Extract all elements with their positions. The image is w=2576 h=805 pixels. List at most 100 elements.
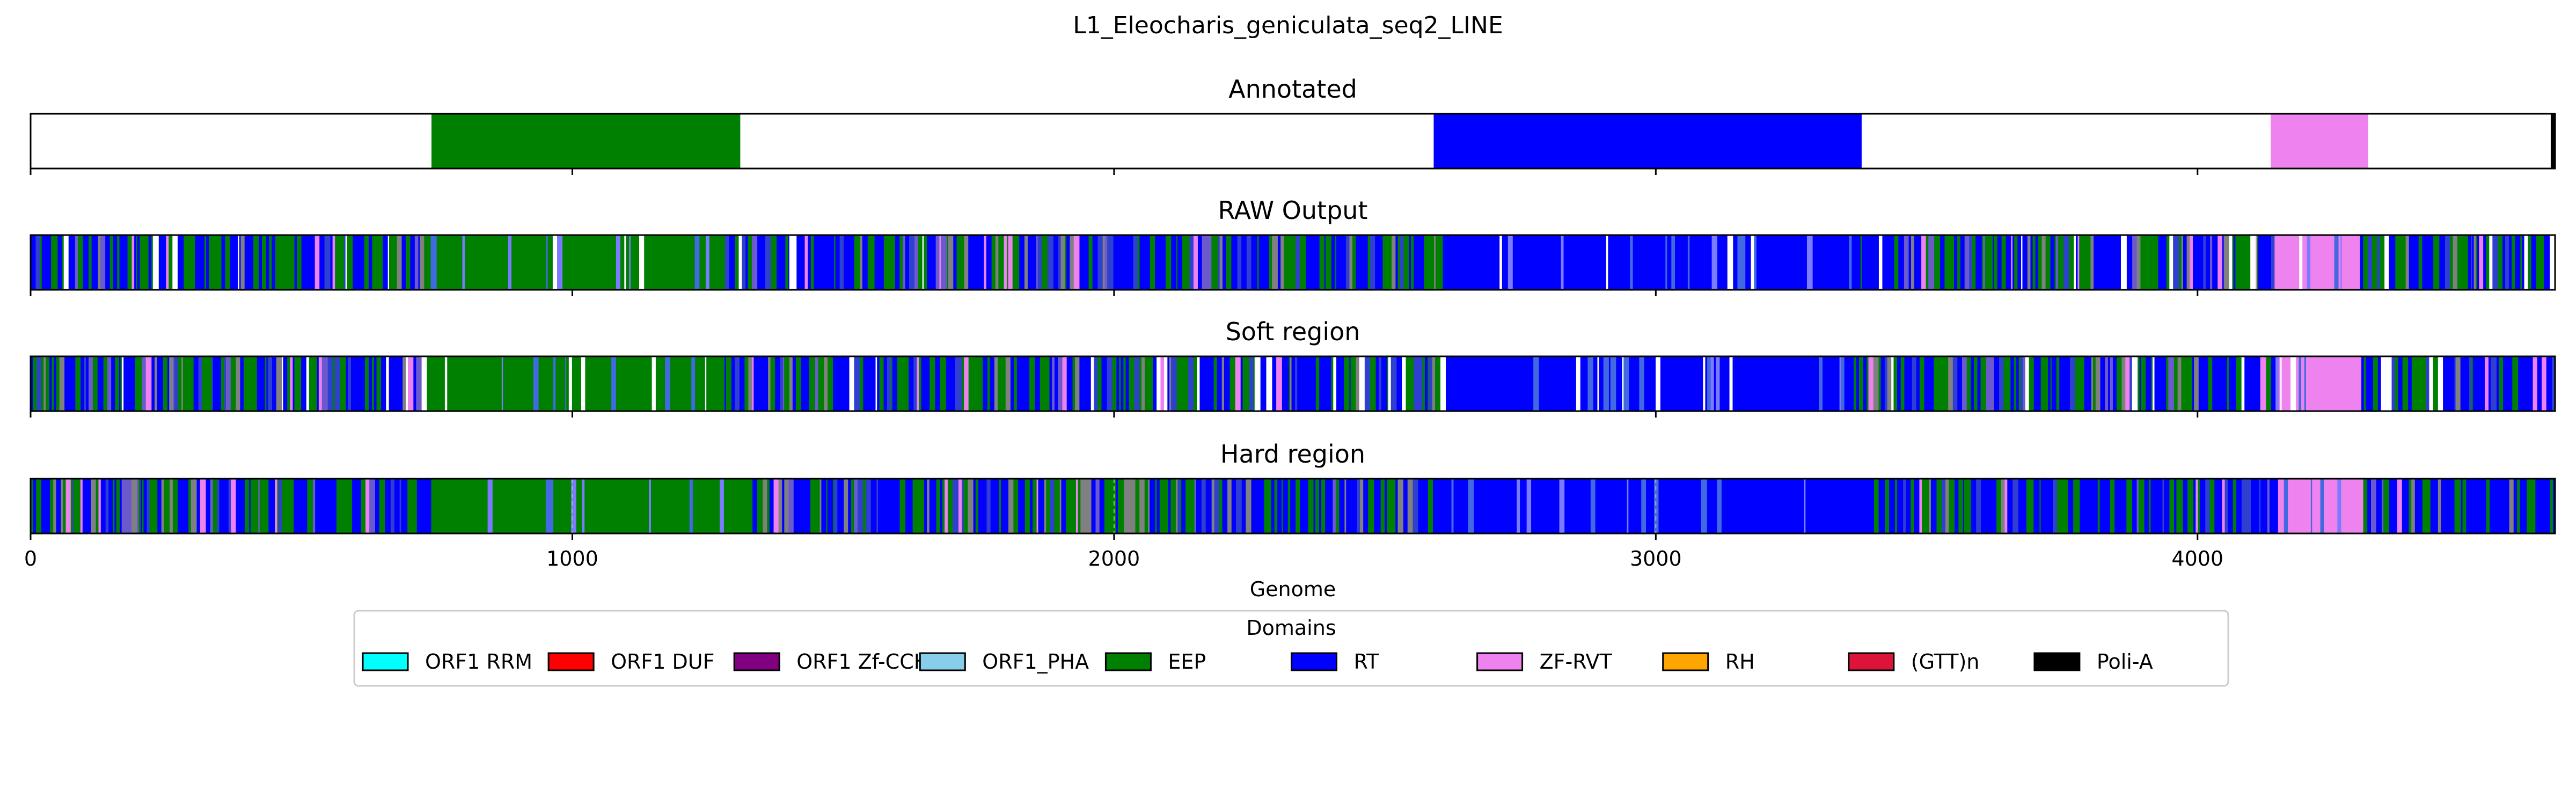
domain-call-rt xyxy=(112,356,115,411)
domain-call-eep xyxy=(487,235,491,290)
domain-call-rt xyxy=(934,479,937,533)
domain-call-mixed xyxy=(857,479,863,533)
domain-call-mixed xyxy=(276,356,282,411)
domain-call-rt xyxy=(1474,479,1479,533)
x-tick-label: 0 xyxy=(24,547,37,570)
domain-call-rt xyxy=(259,235,262,290)
domain-call-eep xyxy=(1886,479,1890,533)
domain-call-mixed xyxy=(211,356,214,411)
domain-call-eep xyxy=(380,235,383,290)
domain-call-rt xyxy=(1674,235,1681,290)
domain-call-rt xyxy=(1569,235,1571,290)
domain-call-rt xyxy=(2541,479,2544,533)
domain-call-mixed xyxy=(902,235,906,290)
domain-call-rt xyxy=(2006,235,2011,290)
domain-call-mixed xyxy=(557,235,563,290)
domain-call-rt xyxy=(240,356,244,411)
domain-call-eep xyxy=(631,479,635,533)
domain-call-eep xyxy=(2257,235,2259,290)
domain-call-rt xyxy=(1796,235,1802,290)
domain-call-rt xyxy=(1167,356,1170,411)
domain-call-rt xyxy=(2409,235,2413,290)
domain-call-mixed xyxy=(1176,479,1178,533)
domain-call-rt xyxy=(244,235,248,290)
domain-call-eep xyxy=(692,479,696,533)
domain-call-rt xyxy=(2535,479,2541,533)
domain-call-zf-rvt xyxy=(945,479,948,533)
domain-call-eep xyxy=(372,356,375,411)
domain-call-mixed xyxy=(1533,356,1539,411)
domain-call-rt xyxy=(119,235,123,290)
domain-call-rt xyxy=(2255,356,2261,411)
domain-call-rt xyxy=(1260,356,1264,411)
domain-call-mixed xyxy=(134,479,137,533)
domain-call-rt xyxy=(1616,235,1619,290)
domain-call-eep xyxy=(1182,235,1188,290)
domain-call-mixed xyxy=(1357,479,1360,533)
domain-call-rt xyxy=(1381,356,1384,411)
domain-call-eep xyxy=(502,235,509,290)
domain-call-mixed xyxy=(2445,235,2450,290)
domain-call-rt xyxy=(1584,479,1587,533)
domain-call-mixed xyxy=(1400,235,1404,290)
domain-call-rt xyxy=(799,235,805,290)
domain-call-eep xyxy=(919,356,920,411)
domain-call-rt xyxy=(31,235,33,290)
domain-call-rt xyxy=(1955,479,1959,533)
domain-call-rt xyxy=(1863,356,1867,411)
domain-call-eep xyxy=(1900,356,1905,411)
domain-call-gap xyxy=(705,356,707,411)
domain-call-eep xyxy=(2097,479,2100,533)
domain-call-eep xyxy=(553,479,558,533)
domain-call-rt xyxy=(807,479,811,533)
domain-call-rt xyxy=(2105,235,2108,290)
domain-call-rt xyxy=(2371,356,2374,411)
domain-call-eep xyxy=(567,479,572,533)
domain-call-mixed xyxy=(1191,356,1194,411)
domain-call-rt xyxy=(1257,479,1260,533)
domain-call-rt xyxy=(1572,356,1575,411)
legend-entry-6: ZF-RVT xyxy=(1476,650,1613,674)
domain-call-eep xyxy=(700,356,702,411)
domain-call-mixed xyxy=(948,235,954,290)
domain-call-eep xyxy=(695,356,701,411)
domain-call-eep xyxy=(376,356,379,411)
domain-call-mixed xyxy=(1085,479,1092,533)
domain-call-mixed xyxy=(1559,479,1565,533)
domain-call-rt xyxy=(2509,356,2513,411)
domain-call-rt xyxy=(1490,356,1496,411)
domain-call-eep xyxy=(706,479,710,533)
domain-call-rt xyxy=(973,479,976,533)
domain-call-rt xyxy=(1635,479,1640,533)
domain-call-rt xyxy=(870,356,876,411)
domain-call-rt xyxy=(1150,479,1155,533)
domain-call-eep xyxy=(899,235,903,290)
domain-call-rt xyxy=(1595,479,1599,533)
domain-call-eep xyxy=(128,235,132,290)
domain-call-zf-rvt xyxy=(2306,356,2310,411)
domain-call-gap xyxy=(2132,356,2138,411)
domain-call-rt xyxy=(1889,235,1895,290)
domain-call-mixed xyxy=(2471,235,2472,290)
domain-call-rt xyxy=(1883,356,1885,411)
domain-call-eep xyxy=(681,479,684,533)
domain-call-gap xyxy=(652,356,656,411)
domain-call-rt xyxy=(326,479,328,533)
domain-call-rt xyxy=(1403,479,1408,533)
domain-call-eep xyxy=(977,356,983,411)
domain-call-mixed xyxy=(1227,479,1232,533)
domain-call-eep xyxy=(999,479,1001,533)
domain-call-rt xyxy=(2214,235,2218,290)
domain-call-rt xyxy=(2183,235,2187,290)
domain-call-rt xyxy=(134,235,136,290)
domain-call-eep xyxy=(2383,479,2390,533)
domain-call-rt xyxy=(1027,235,1031,290)
domain-call-eep xyxy=(2232,235,2234,290)
domain-segment-poli-a xyxy=(2550,114,2555,169)
domain-call-eep xyxy=(2420,356,2426,411)
domain-call-eep xyxy=(372,235,375,290)
domain-call-eep xyxy=(2045,235,2051,290)
domain-call-rt xyxy=(1575,235,1582,290)
domain-call-rt xyxy=(1361,235,1365,290)
domain-call-rt xyxy=(1079,235,1086,290)
